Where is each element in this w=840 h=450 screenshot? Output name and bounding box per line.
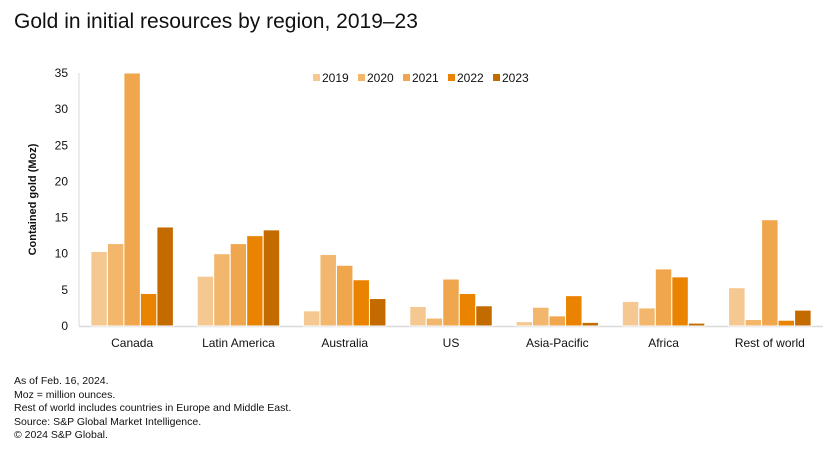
- legend-swatch-2019: [313, 74, 320, 81]
- y-tick-label: 35: [55, 66, 69, 80]
- legend-swatch-2020: [358, 74, 365, 81]
- y-tick-label: 10: [55, 247, 69, 261]
- y-tick-label: 5: [61, 283, 68, 297]
- bar-2021: [229, 243, 248, 327]
- y-tick-label: 30: [55, 102, 69, 116]
- chart-title: Gold in initial resources by region, 201…: [14, 10, 418, 33]
- x-tick-label: US: [443, 336, 460, 350]
- footnote: Source: S&P Global Market Intelligence.: [14, 415, 202, 428]
- bar-2022: [139, 292, 158, 327]
- x-tick-label: Africa: [648, 336, 679, 350]
- y-tick-label: 0: [61, 319, 68, 333]
- bar-2019: [515, 321, 534, 327]
- footnote: © 2024 S&P Global.: [14, 429, 108, 442]
- bar-2023: [156, 226, 174, 327]
- y-tick-label: 15: [55, 211, 69, 225]
- footnote: Moz = million ounces.: [14, 388, 116, 401]
- bar-2023: [475, 305, 493, 327]
- footnotes: As of Feb. 16, 2024. Moz = million ounce…: [14, 375, 291, 443]
- bar-2020: [213, 253, 231, 327]
- footnote: As of Feb. 16, 2024.: [14, 375, 109, 387]
- legend-label: 2020: [367, 71, 394, 85]
- bar-2019: [621, 300, 640, 327]
- bar-2023: [581, 321, 600, 327]
- bar-2023: [687, 322, 706, 327]
- bar-2021: [335, 264, 354, 327]
- y-tick-label: 20: [55, 174, 69, 188]
- bar-2021: [654, 268, 673, 327]
- bar-2021: [442, 278, 460, 327]
- bar-2019: [409, 305, 427, 327]
- bar-2020: [425, 317, 444, 327]
- legend-swatch-2023: [493, 74, 500, 81]
- bar-2022: [565, 295, 583, 327]
- legend-label: 2023: [502, 71, 529, 85]
- bar-2023: [794, 309, 812, 327]
- bar-2022: [352, 279, 370, 327]
- y-tick-label: 25: [55, 138, 69, 152]
- x-tick-label: Canada: [111, 336, 153, 350]
- x-tick-label: Australia: [321, 336, 368, 350]
- legend-label: 2021: [412, 71, 439, 85]
- bar-2023: [368, 298, 387, 327]
- bar-2019: [90, 251, 108, 327]
- bar-2020: [532, 306, 550, 327]
- x-tick-label: Asia-Pacific: [526, 336, 589, 350]
- bar-2021: [548, 315, 567, 327]
- legend-label: 2022: [457, 71, 484, 85]
- bar-2020: [106, 243, 125, 327]
- bar-2019: [302, 310, 321, 327]
- legend-swatch-2021: [403, 74, 410, 81]
- y-axis-title: Contained gold (Moz): [27, 143, 39, 255]
- bar-2022: [246, 235, 264, 327]
- bar-2021: [123, 72, 141, 327]
- bar-2022: [458, 292, 477, 327]
- bar-2022: [671, 276, 689, 327]
- bar-2020: [319, 253, 337, 327]
- bar-2023: [262, 229, 281, 327]
- bar-2020: [638, 307, 656, 327]
- footnote: Rest of world includes countries in Euro…: [14, 402, 292, 415]
- x-tick-label: Latin America: [202, 336, 275, 350]
- x-tick-label: Rest of world: [735, 336, 805, 350]
- bar-2020: [744, 318, 763, 327]
- bar-2019: [728, 287, 746, 327]
- bar-2022: [777, 319, 796, 327]
- bar-2021: [761, 219, 779, 327]
- bar-2019: [196, 275, 215, 327]
- legend-swatch-2022: [448, 74, 455, 81]
- legend-label: 2019: [322, 71, 349, 85]
